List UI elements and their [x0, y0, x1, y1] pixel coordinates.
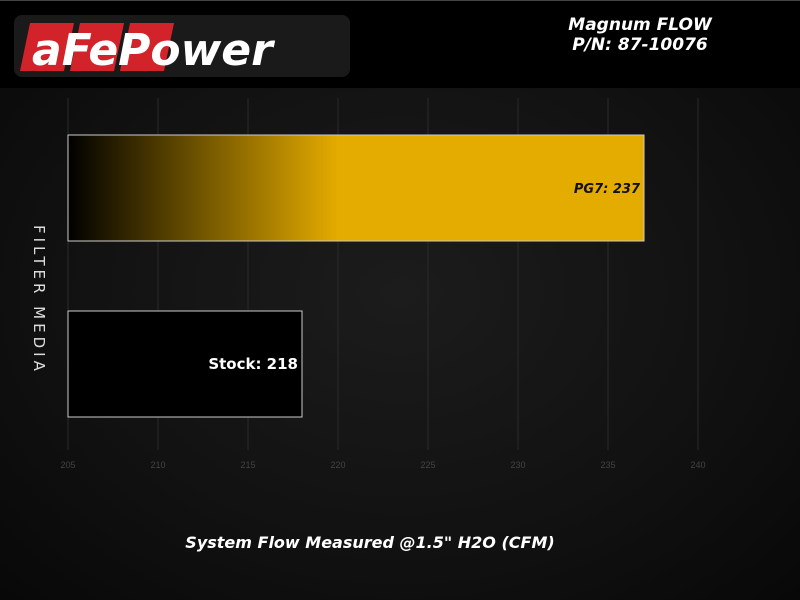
afe-power-logo: aFePower — [14, 15, 350, 77]
x-tick-label: 210 — [150, 460, 165, 470]
title-line-1: Magnum FLOW — [568, 15, 712, 35]
title-line-2: P/N: 87-10076 — [572, 35, 708, 55]
x-tick-label: 205 — [60, 460, 75, 470]
bar-stock — [67, 310, 303, 418]
x-tick-label: 225 — [420, 460, 435, 470]
header: aFePower Magnum FLOW P/N: 87-10076 — [0, 0, 800, 89]
y-axis-label: FILTER MEDIA — [30, 225, 48, 375]
x-tick-label: 240 — [690, 460, 705, 470]
x-tick-label: 235 — [600, 460, 615, 470]
logo-text: aFePower — [32, 25, 275, 76]
chart-title: Magnum FLOW P/N: 87-10076 — [520, 15, 760, 55]
x-tick-label: 230 — [510, 460, 525, 470]
bar-pg7 — [67, 134, 645, 242]
x-tick-label: 220 — [330, 460, 345, 470]
data-label: PG7: 237 — [574, 182, 641, 197]
x-tick-label: 215 — [240, 460, 255, 470]
x-axis-label: System Flow Measured @1.5" H2O (CFM) — [185, 533, 555, 552]
data-label: Stock: 218 — [208, 355, 298, 373]
